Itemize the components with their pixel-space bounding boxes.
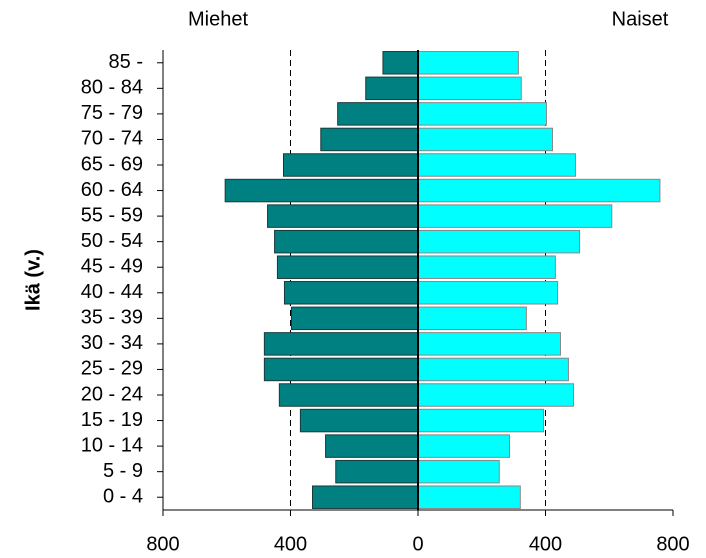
bar — [417, 485, 521, 509]
y-tick-label: 40 - 44 — [81, 281, 143, 303]
bar — [417, 102, 547, 126]
y-tick-label: 80 - 84 — [81, 77, 143, 99]
bar — [382, 51, 419, 75]
bar — [417, 281, 559, 305]
y-tick-label: 20 - 24 — [81, 383, 143, 405]
bar — [299, 408, 419, 433]
bar — [263, 332, 419, 356]
bar — [417, 357, 569, 382]
bar — [417, 255, 556, 279]
y-tick-label: 75 - 79 — [81, 102, 143, 124]
y-tick-label: 15 - 19 — [81, 409, 143, 431]
bar — [337, 102, 419, 126]
y-tick-label: 0 - 4 — [103, 486, 143, 508]
bar — [417, 383, 575, 407]
y-tick-label: 25 - 29 — [81, 358, 143, 380]
y-tick-label: 35 - 39 — [81, 307, 143, 329]
bar — [282, 153, 419, 177]
bar — [290, 306, 419, 331]
bar — [267, 204, 419, 228]
x-tick-label: 800 — [656, 533, 689, 555]
bar — [365, 76, 419, 101]
bar — [417, 332, 561, 356]
right-title: Naiset — [612, 8, 669, 30]
y-tick-label: 65 - 69 — [81, 153, 143, 175]
bar — [276, 255, 419, 279]
bar — [417, 434, 510, 458]
y-tick-label: 55 - 59 — [81, 204, 143, 226]
y-tick-label: 60 - 64 — [81, 179, 143, 201]
bar — [417, 306, 527, 331]
y-tick-label: 45 - 49 — [81, 256, 143, 278]
bar — [311, 485, 419, 509]
left-title: Miehet — [188, 8, 248, 30]
bar — [417, 51, 519, 75]
bar — [417, 127, 554, 152]
bar — [417, 408, 545, 433]
bar — [325, 434, 419, 458]
x-tick-label: 400 — [274, 533, 307, 555]
bar — [417, 229, 581, 254]
bar — [283, 281, 419, 305]
x-tick-label: 800 — [146, 533, 179, 555]
y-tick-label: 85 - — [109, 51, 143, 73]
y-axis-label: Ikä (v.) — [22, 249, 44, 311]
bar — [417, 76, 522, 101]
y-tick-label: 5 - 9 — [103, 460, 143, 482]
bar — [335, 459, 419, 484]
bar — [417, 459, 500, 484]
x-tick-label: 400 — [529, 533, 562, 555]
bar — [417, 204, 613, 228]
y-tick-label: 50 - 54 — [81, 230, 143, 252]
y-tick-label: 70 - 74 — [81, 128, 143, 150]
y-tick-label: 30 - 34 — [81, 332, 143, 354]
bar — [274, 229, 419, 254]
bar — [320, 127, 419, 152]
bar — [224, 178, 419, 203]
x-tick-label: 0 — [412, 533, 423, 555]
y-tick-label: 10 - 14 — [81, 434, 143, 456]
bar — [417, 153, 576, 177]
bar — [263, 357, 419, 382]
bar — [417, 178, 661, 203]
bar — [278, 383, 419, 407]
